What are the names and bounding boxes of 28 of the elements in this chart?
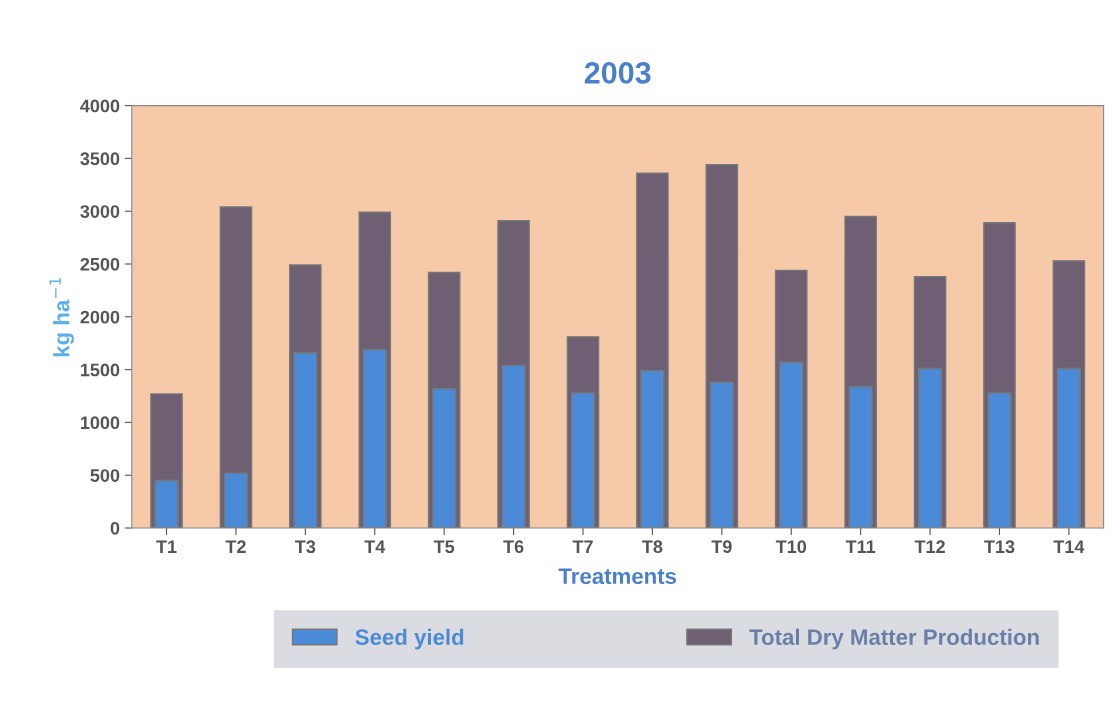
y-tick-label: 0 <box>110 521 120 535</box>
y-tick-label: 1500 <box>80 363 120 377</box>
x-tick-label: T4 <box>364 540 386 553</box>
chart-title: 2003 <box>584 62 651 84</box>
x-tick-label: T5 <box>433 540 455 554</box>
y-tick-label: 4000 <box>80 99 120 113</box>
y-tick-label: 2500 <box>80 257 120 271</box>
y-tick-label: 1000 <box>80 416 120 430</box>
y-tick-label: 500 <box>90 469 120 482</box>
x-tick-label: T12 <box>914 540 945 553</box>
y-tick-label: 3500 <box>80 152 120 166</box>
x-tick-label: T13 <box>984 540 1015 554</box>
x-tick-label: T9 <box>711 540 732 554</box>
x-tick-label: T8 <box>642 540 663 554</box>
x-tick-label: T11 <box>845 540 876 553</box>
x-axis-title: Treatments <box>558 568 677 585</box>
x-tick-label: T10 <box>775 540 807 554</box>
x-tick-label: T2 <box>225 540 246 553</box>
legend-label: Total Dry Matter Production <box>749 628 1039 650</box>
legend-label: Seed yield <box>355 628 464 650</box>
x-tick-label: T1 <box>156 540 177 553</box>
y-tick-label: 3000 <box>80 205 120 218</box>
y-axis-title: kg ha$^{−1}$ <box>49 278 74 357</box>
x-tick-label: T14 <box>1053 540 1085 553</box>
y-tick-label: 2000 <box>80 310 120 324</box>
x-tick-label: T3 <box>295 540 316 554</box>
x-tick-label: T6 <box>503 540 524 554</box>
x-tick-label: T7 <box>572 540 593 553</box>
